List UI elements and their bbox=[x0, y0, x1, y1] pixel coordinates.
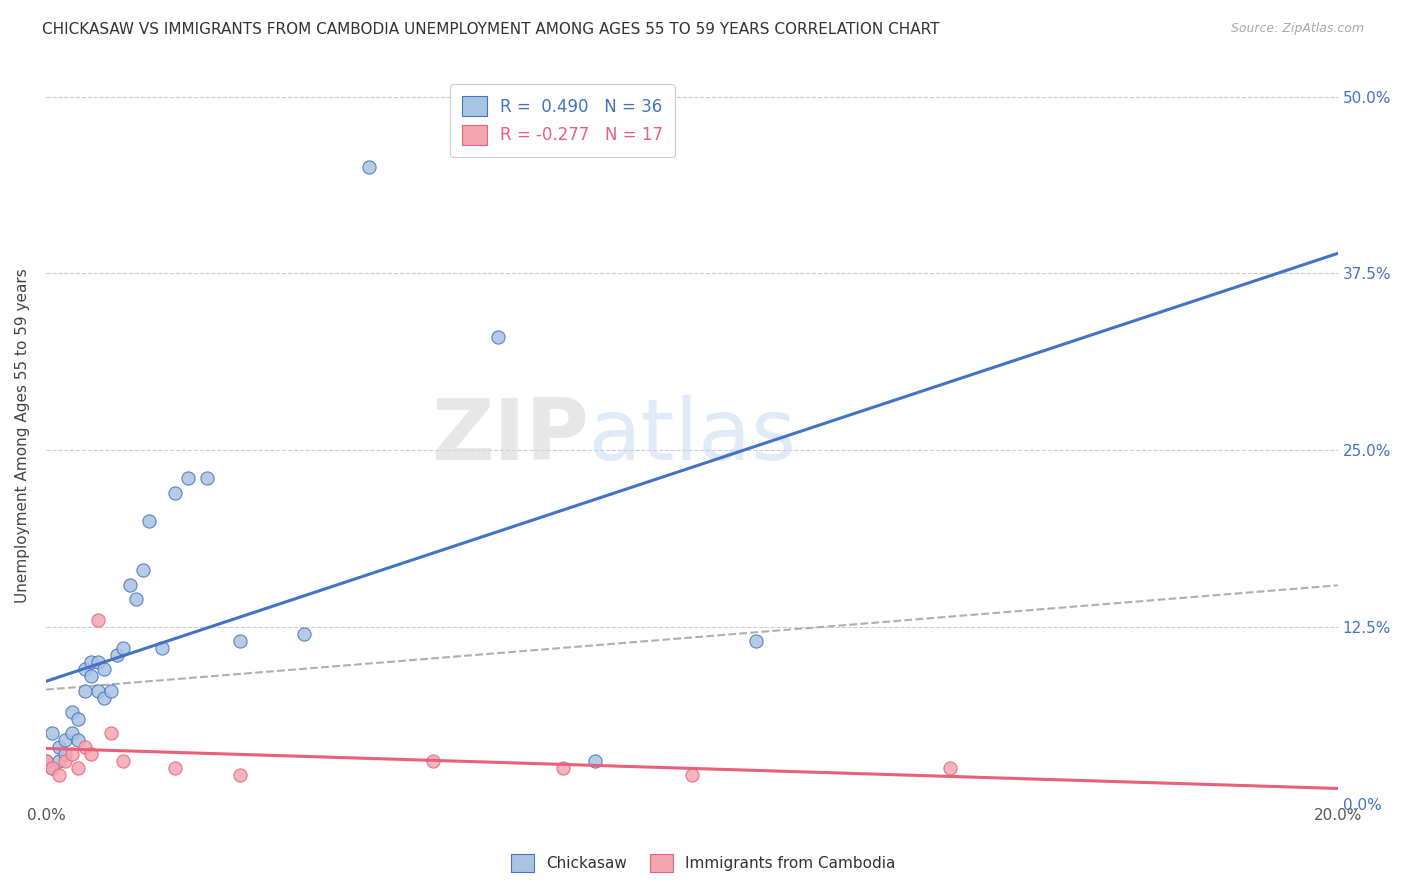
Point bbox=[112, 754, 135, 768]
Point bbox=[35, 754, 58, 768]
Point bbox=[73, 683, 96, 698]
Point bbox=[67, 733, 90, 747]
Legend: Chickasaw, Immigrants from Cambodia: Chickasaw, Immigrants from Cambodia bbox=[503, 846, 903, 880]
Point bbox=[292, 627, 315, 641]
Point bbox=[177, 471, 200, 485]
Point bbox=[41, 761, 63, 775]
Point bbox=[745, 634, 768, 648]
Point bbox=[132, 563, 155, 577]
Point bbox=[681, 768, 703, 782]
Point bbox=[86, 655, 108, 669]
Point bbox=[150, 641, 173, 656]
Point bbox=[138, 514, 160, 528]
Point bbox=[67, 761, 90, 775]
Legend: R =  0.490   N = 36, R = -0.277   N = 17: R = 0.490 N = 36, R = -0.277 N = 17 bbox=[450, 84, 675, 156]
Point bbox=[86, 613, 108, 627]
Point bbox=[93, 662, 115, 676]
Point bbox=[125, 591, 148, 606]
Point bbox=[48, 754, 70, 768]
Text: atlas: atlas bbox=[589, 394, 796, 477]
Point bbox=[48, 740, 70, 755]
Point bbox=[80, 669, 103, 683]
Point bbox=[80, 747, 103, 761]
Point bbox=[35, 754, 58, 768]
Point bbox=[53, 747, 76, 761]
Point bbox=[67, 712, 90, 726]
Text: CHICKASAW VS IMMIGRANTS FROM CAMBODIA UNEMPLOYMENT AMONG AGES 55 TO 59 YEARS COR: CHICKASAW VS IMMIGRANTS FROM CAMBODIA UN… bbox=[42, 22, 939, 37]
Point bbox=[93, 690, 115, 705]
Point bbox=[112, 641, 135, 656]
Point bbox=[73, 740, 96, 755]
Text: ZIP: ZIP bbox=[430, 394, 589, 477]
Point bbox=[60, 747, 83, 761]
Point bbox=[86, 683, 108, 698]
Point bbox=[486, 330, 509, 344]
Point bbox=[118, 577, 141, 591]
Point bbox=[48, 768, 70, 782]
Point bbox=[357, 161, 380, 175]
Point bbox=[60, 726, 83, 740]
Point bbox=[165, 761, 187, 775]
Point bbox=[41, 726, 63, 740]
Point bbox=[41, 761, 63, 775]
Point bbox=[100, 726, 122, 740]
Point bbox=[583, 754, 606, 768]
Text: Source: ZipAtlas.com: Source: ZipAtlas.com bbox=[1230, 22, 1364, 36]
Point bbox=[73, 662, 96, 676]
Point bbox=[422, 754, 444, 768]
Point bbox=[100, 683, 122, 698]
Y-axis label: Unemployment Among Ages 55 to 59 years: Unemployment Among Ages 55 to 59 years bbox=[15, 268, 30, 604]
Point bbox=[197, 471, 219, 485]
Point bbox=[228, 768, 250, 782]
Point bbox=[80, 655, 103, 669]
Point bbox=[939, 761, 962, 775]
Point bbox=[53, 733, 76, 747]
Point bbox=[53, 754, 76, 768]
Point bbox=[165, 485, 187, 500]
Point bbox=[60, 705, 83, 719]
Point bbox=[551, 761, 574, 775]
Point bbox=[228, 634, 250, 648]
Point bbox=[105, 648, 128, 663]
